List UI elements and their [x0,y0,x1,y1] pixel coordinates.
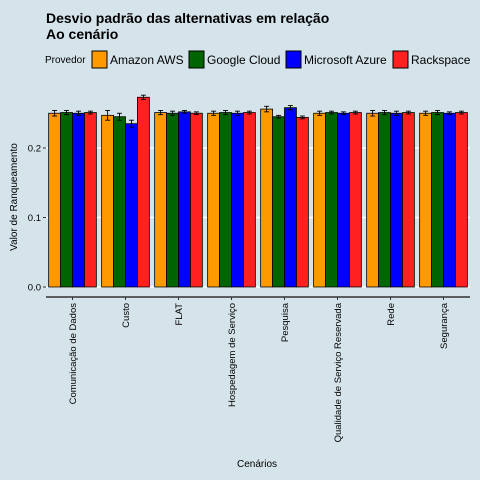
bar [326,113,338,287]
legend: Provedor Amazon AWS Google Cloud Microsoft… [45,51,471,68]
bar [273,117,285,287]
legend-swatch [286,51,301,68]
bar [261,109,273,287]
x-tick-label: Segurança [439,302,450,349]
legend-label: Microsoft Azure [304,53,387,67]
legend-title: Provedor [45,55,86,66]
bar [208,113,220,287]
legend-swatch [92,51,107,68]
bar [73,113,85,287]
bar [220,113,232,287]
legend-swatch [189,51,204,68]
legend-label: Amazon AWS [110,53,184,67]
bar [137,97,149,287]
x-tick-label: Qualidade de Serviço Reservada [333,302,344,442]
x-axis-title: Cenários [237,459,277,470]
bar [314,113,326,287]
bar [114,117,126,287]
x-tick-label: Pesquisa [280,302,291,342]
legend-label: Rackspace [411,53,471,67]
bar [61,113,73,287]
bar [84,113,96,287]
bar [349,113,361,287]
bar [243,113,255,287]
bar [455,113,467,287]
bar [379,113,391,287]
bar [391,113,403,287]
legend-label: Google Cloud [207,53,280,67]
bar [179,112,191,287]
x-tick-label: Custo [121,303,132,328]
y-tick-label: 0.2 [28,144,41,155]
bar [420,113,432,287]
bar [126,124,138,287]
x-tick-label: Hospedagem de Serviço [227,303,238,407]
bar [49,113,61,287]
bar [338,113,350,287]
bar [155,113,167,287]
chart-title: Desvio padrão das alternativas em relaçã… [46,10,329,26]
bar [167,113,179,287]
legend-swatch [393,51,408,68]
bar [102,115,114,287]
bar [232,113,244,287]
bar [402,113,414,287]
x-tick-label: Comunicação de Dados [68,303,79,405]
y-axis-title: Valor de Ranqueamento [9,143,20,251]
x-tick-label: Rede [386,303,397,326]
x-tick-label: FLAT [174,303,185,326]
bar [190,113,202,287]
bar [432,113,444,287]
plot-area: 0.0 0.1 0.2 Comunicação de Dados Custo FLAT Ho… [28,90,470,442]
y-tick-label: 0.0 [28,283,41,294]
bar [296,117,308,287]
bar [285,108,297,287]
chart-subtitle: Ao cenário [46,26,118,42]
bar [367,113,379,287]
bar [444,113,456,287]
y-tick-label: 0.1 [28,213,41,224]
